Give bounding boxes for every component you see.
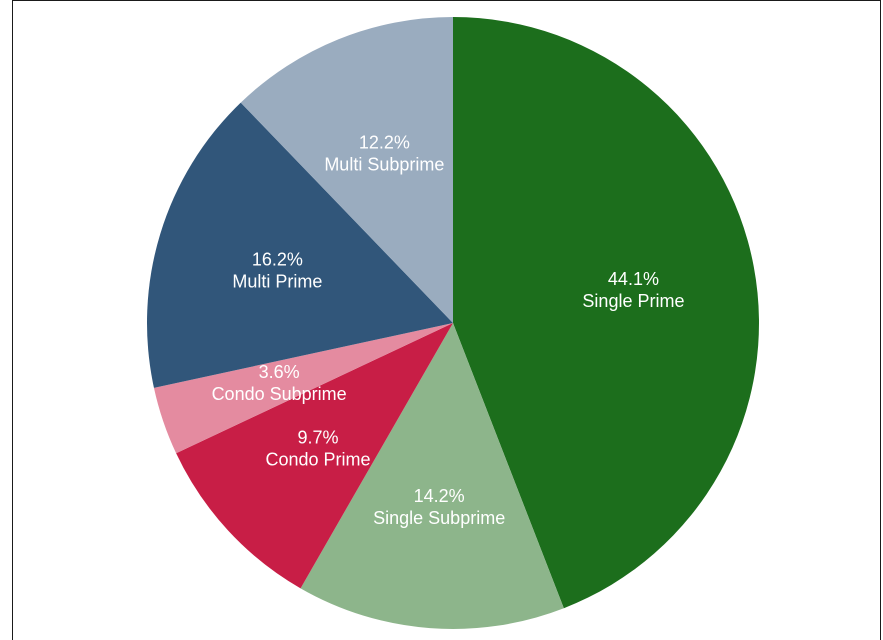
slice-name-label-condo-prime: Condo Prime (265, 449, 370, 469)
slice-name-label-multi-prime: Multi Prime (232, 272, 322, 292)
slice-name-label-condo-subprime: Condo Subprime (212, 384, 347, 404)
slice-percent-label-single-prime: 44.1% (608, 269, 659, 289)
slice-name-label-multi-subprime: Multi Subprime (324, 155, 444, 175)
slice-percent-label-condo-subprime: 3.6% (259, 362, 300, 382)
slice-name-label-single-subprime: Single Subprime (373, 508, 505, 528)
slice-percent-label-single-subprime: 14.2% (414, 486, 465, 506)
slice-percent-label-multi-subprime: 12.2% (359, 133, 410, 153)
slice-name-label-single-prime: Single Prime (582, 291, 684, 311)
slice-percent-label-multi-prime: 16.2% (252, 250, 303, 270)
slice-percent-label-condo-prime: 9.7% (297, 427, 338, 447)
pie-slices (147, 17, 759, 629)
